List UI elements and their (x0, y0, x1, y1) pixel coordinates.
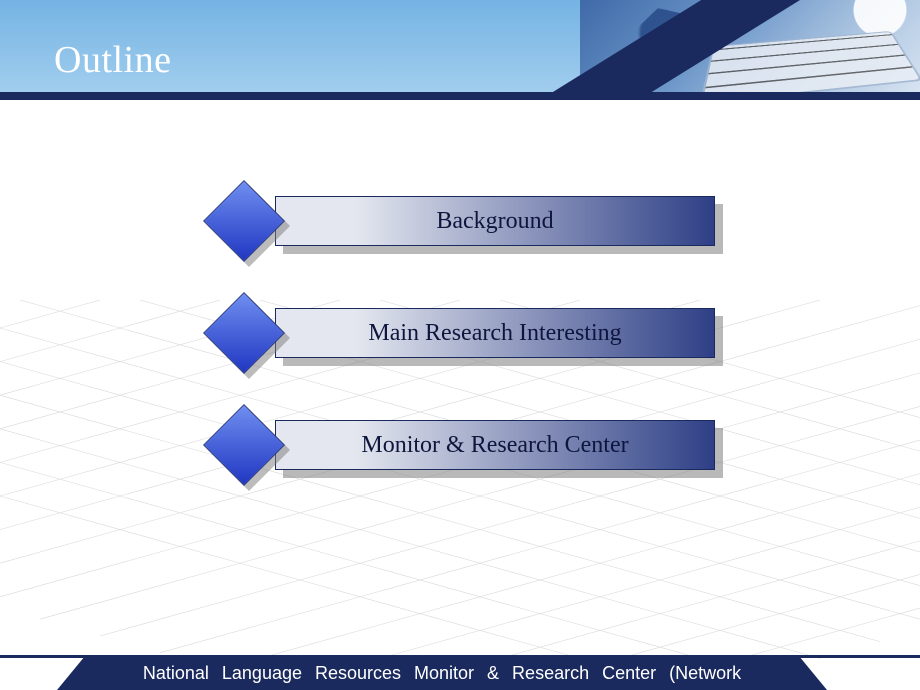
outline-diamond-icon (203, 180, 285, 262)
outline-bar-label: Monitor & Research Center (361, 432, 628, 459)
outline-bar: Monitor & Research Center (275, 420, 715, 470)
footer-bar: National Language Resources Monitor & Re… (57, 656, 827, 690)
outline-bar: Background (275, 196, 715, 246)
slide-header: Outline (0, 0, 920, 100)
slide-title: Outline (54, 38, 171, 82)
footer-text: National Language Resources Monitor & Re… (143, 663, 741, 684)
outline-bar: Main Research Interesting (275, 308, 715, 358)
outline-bar-label: Background (436, 208, 553, 235)
header-underline (0, 92, 920, 100)
outline-bar-label: Main Research Interesting (368, 320, 621, 347)
slide: Outline Background Main Research Interest… (0, 0, 920, 690)
